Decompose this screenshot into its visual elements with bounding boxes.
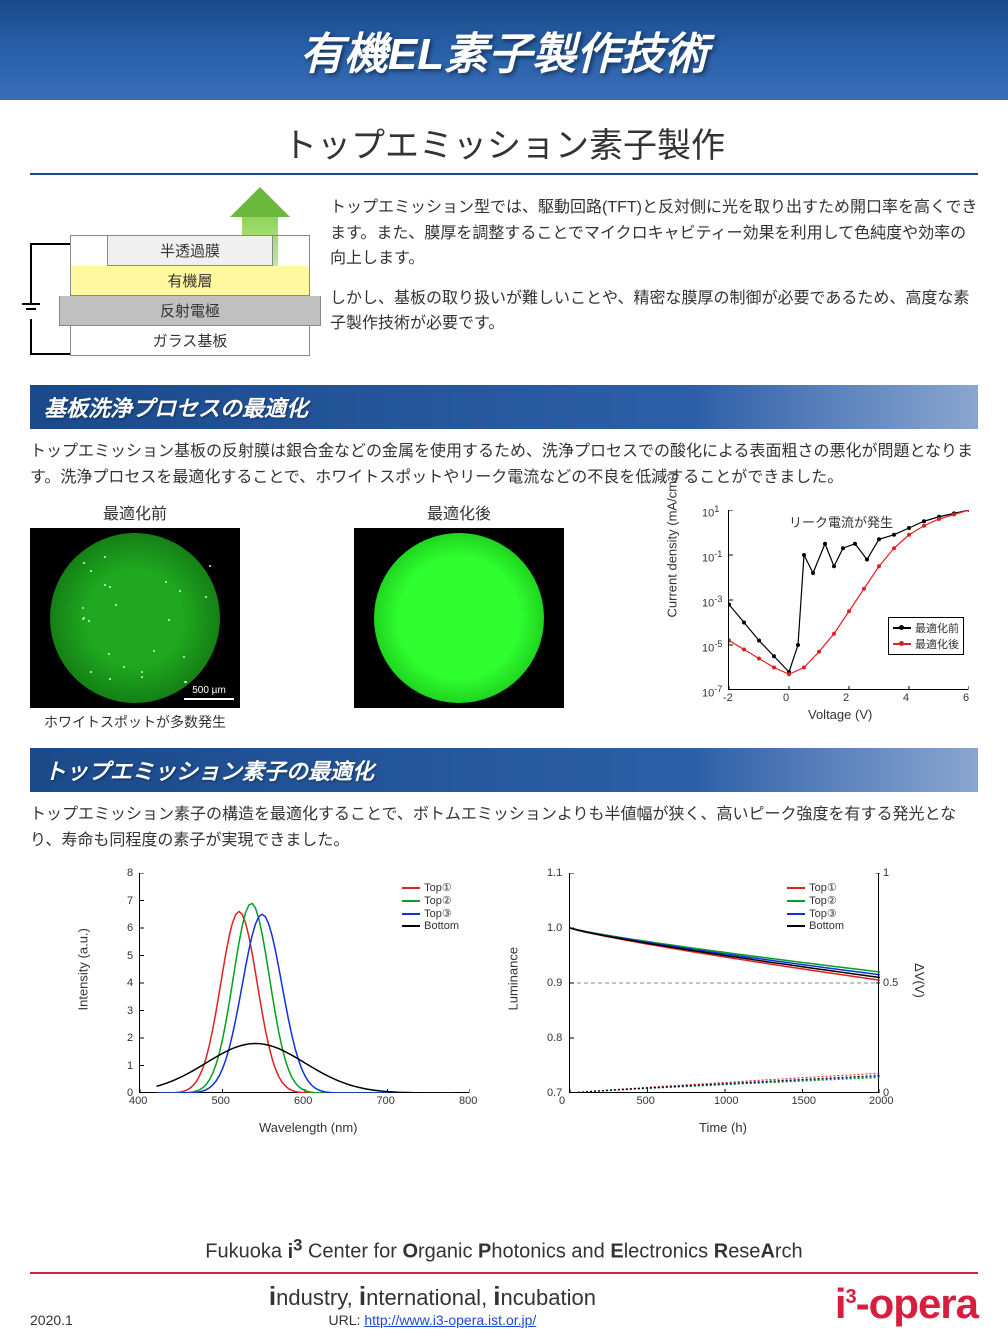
- layer-2: 反射電極: [59, 296, 321, 326]
- center-name: Fukuoka i3 Center for Organic Photonics …: [30, 1235, 978, 1264]
- spec-xlabel: Wavelength (nm): [259, 1120, 358, 1135]
- scale-bar-icon: 500 µm: [184, 685, 234, 700]
- figure-row-1: 最適化前 500 µm ホワイトスポットが多数発生 最適化後 Current d…: [30, 500, 978, 732]
- section2-header: トップエミッション素子の最適化: [30, 748, 978, 792]
- iv-ylabel: Current density (mA/cm²): [665, 472, 680, 617]
- fig-after: 最適化後: [354, 500, 564, 708]
- life-ylabel: Luminance: [506, 947, 521, 1011]
- iv-chart: Current density (mA/cm²) リーク電流が発生 最適化前最適…: [678, 500, 978, 720]
- fig-before-caption: ホワイトスポットが多数発生: [30, 712, 240, 732]
- fig-before-label: 最適化前: [30, 500, 240, 524]
- spec-legend: Top①Top②Top③Bottom: [398, 879, 463, 934]
- layer-0: 半透過膜: [107, 236, 274, 266]
- layer-1: 有機層: [71, 266, 309, 296]
- spec-ylabel: Intensity (a.u.): [76, 929, 91, 1011]
- figure-row-2: Intensity (a.u.) Top①Top②Top③Bottom Wave…: [30, 863, 978, 1133]
- layer-stack: 半透過膜有機層反射電極ガラス基板: [70, 235, 310, 356]
- footer-url: URL: http://www.i3-opera.ist.or.jp/: [30, 1312, 835, 1328]
- section1-text: トップエミッション基板の反射膜は銀合金などの金属を使用するため、洗浄プロセスでの…: [30, 439, 978, 490]
- life-ylabel2: ΔV(V): [912, 964, 927, 999]
- url-link[interactable]: http://www.i3-opera.ist.or.jp/: [364, 1312, 536, 1328]
- tagline: industry, international, incubation: [30, 1281, 835, 1312]
- life-xlabel: Time (h): [699, 1120, 747, 1135]
- spectrum-chart: Intensity (a.u.) Top①Top②Top③Bottom Wave…: [89, 863, 489, 1133]
- title-bar: 有機EL素子製作技術: [0, 0, 1008, 100]
- subtitle: トップエミッション素子製作: [30, 118, 978, 175]
- section1-header: 基板洗浄プロセスの最適化: [30, 385, 978, 429]
- opera-logo: i3-opera: [835, 1280, 978, 1328]
- device-structure-diagram: 光 半透過膜有機層反射電極ガラス基板: [30, 195, 310, 365]
- content-area: トップエミッション素子製作 光 半透過膜有機層反射電極ガラス基板 トップエミッシ…: [0, 100, 1008, 1133]
- lifetime-chart: Luminance Top①Top②Top③Bottom ΔV(V) Time …: [519, 863, 919, 1133]
- date-stamp: 2020.1: [30, 1312, 73, 1328]
- fig-before: 最適化前 500 µm ホワイトスポットが多数発生: [30, 500, 240, 732]
- iv-legend: 最適化前最適化後: [888, 617, 964, 655]
- life-legend: Top①Top②Top③Bottom: [783, 879, 848, 934]
- fig-after-label: 最適化後: [354, 500, 564, 524]
- iv-xlabel: Voltage (V): [808, 707, 872, 722]
- footer: Fukuoka i3 Center for Organic Photonics …: [0, 1225, 1008, 1344]
- intro-text: トップエミッション型では、駆動回路(TFT)と反対側に光を取り出すため開口率を高…: [330, 195, 978, 365]
- intro-paragraph-1: トップエミッション型では、駆動回路(TFT)と反対側に光を取り出すため開口率を高…: [330, 195, 978, 272]
- section2-text: トップエミッション素子の構造を最適化することで、ボトムエミッションよりも半値幅が…: [30, 802, 978, 853]
- layer-3: ガラス基板: [71, 326, 309, 355]
- divider-line: [30, 1272, 978, 1274]
- photo-after: [354, 528, 564, 708]
- intro-row: 光 半透過膜有機層反射電極ガラス基板 トップエミッション型では、駆動回路(TFT…: [30, 195, 978, 365]
- intro-paragraph-2: しかし、基板の取り扱いが難しいことや、精密な膜厚の制御が必要であるため、高度な素…: [330, 286, 978, 337]
- photo-before: 500 µm: [30, 528, 240, 708]
- page-title: 有機EL素子製作技術: [300, 18, 708, 82]
- iv-annotation: リーク電流が発生: [789, 512, 893, 531]
